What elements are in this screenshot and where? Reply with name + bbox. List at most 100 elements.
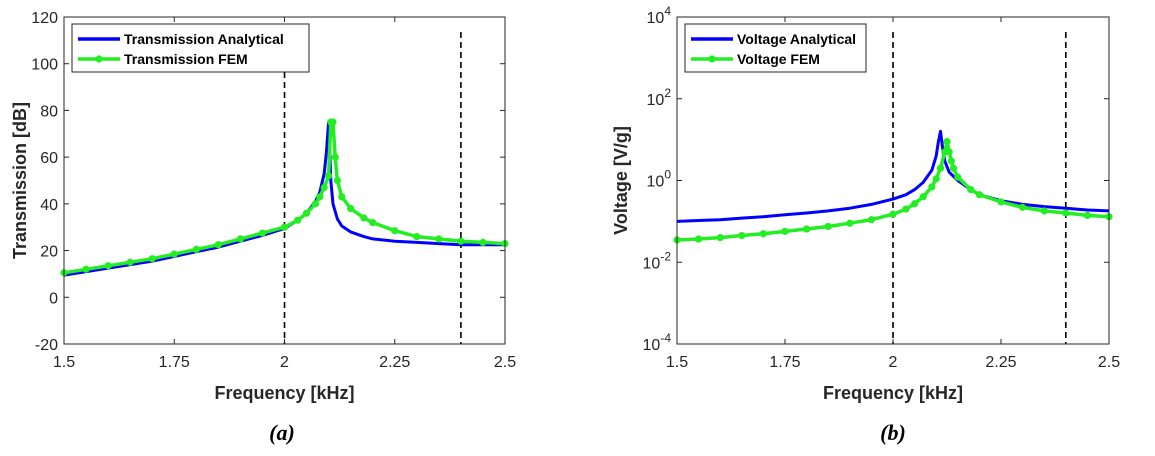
legend-marker xyxy=(95,55,103,63)
y-axis-label: Transmission [dB] xyxy=(10,102,30,259)
data-point xyxy=(919,193,927,201)
y-tick-exponent: 0 xyxy=(664,168,671,182)
data-point xyxy=(329,118,337,126)
y-tick-exponent: 2 xyxy=(664,86,671,100)
data-point xyxy=(803,225,811,233)
data-point xyxy=(902,205,910,213)
data-point xyxy=(294,216,302,224)
data-point xyxy=(479,238,487,246)
data-point xyxy=(936,164,945,172)
data-point xyxy=(331,153,339,161)
data-point xyxy=(311,200,319,208)
y-tick-label: -20 xyxy=(35,337,58,354)
y-tick-label: 60 xyxy=(40,150,58,167)
data-point xyxy=(170,250,178,258)
data-point xyxy=(943,137,951,146)
y-tick-label: 80 xyxy=(40,103,58,120)
y-tick-exponent: -4 xyxy=(660,331,671,345)
data-point xyxy=(126,258,134,266)
y-tick-label: 10-4 xyxy=(643,331,672,354)
data-point xyxy=(104,262,112,270)
panel-a: 1.5 1.75 2 2.25 2.5 -20 0 20 40 60 80 100 120 Frequen… xyxy=(10,10,516,445)
x-tick-label: 2.25 xyxy=(379,354,410,371)
data-point xyxy=(695,235,703,243)
data-point xyxy=(347,204,355,213)
y-tick-label: 104 xyxy=(647,4,672,27)
x-axis-label: Frequency [kHz] xyxy=(823,383,963,403)
data-point xyxy=(846,219,854,227)
data-point xyxy=(325,172,333,180)
data-point xyxy=(824,222,832,231)
data-point xyxy=(759,230,768,238)
data-point xyxy=(192,245,200,254)
legend-label: Voltage FEM xyxy=(737,51,820,67)
data-point xyxy=(214,241,222,249)
panel-caption: (b) xyxy=(880,420,906,445)
y-tick-label: 102 xyxy=(647,86,672,109)
data-point xyxy=(1083,211,1091,220)
panel-b: 1.5 1.75 2 2.25 2.510-410-2100102104Frequenc… xyxy=(611,4,1120,445)
x-tick-label: 1.75 xyxy=(769,354,800,371)
y-tick-label: 100 xyxy=(31,57,58,74)
data-point xyxy=(954,173,962,181)
x-tick-label: 2.5 xyxy=(494,354,516,371)
data-point xyxy=(369,218,377,227)
data-point xyxy=(1019,203,1027,211)
legend-label: Transmission FEM xyxy=(124,51,248,67)
legend: Transmission Analytical Transmission FEM xyxy=(71,23,310,73)
data-point xyxy=(911,200,919,208)
data-point xyxy=(867,216,876,224)
data-point xyxy=(738,231,746,240)
data-point xyxy=(889,210,897,218)
y-tick-base: 10 xyxy=(647,174,665,191)
y-tick-base: 10 xyxy=(647,92,665,109)
y-tick-label: 120 xyxy=(31,10,58,27)
data-point xyxy=(945,148,953,156)
data-point xyxy=(932,175,940,183)
data-point xyxy=(338,193,346,201)
legend-box xyxy=(684,23,867,73)
data-point xyxy=(949,164,958,172)
legend-label: Voltage Analytical xyxy=(737,31,856,47)
legend-marker xyxy=(708,55,716,63)
data-point xyxy=(928,183,936,191)
y-tick-label: 100 xyxy=(647,168,672,191)
x-tick-label: 1.5 xyxy=(53,354,75,371)
y-tick-label: 0 xyxy=(49,290,58,307)
y-tick-exponent: 4 xyxy=(664,4,671,18)
x-tick-label: 1.75 xyxy=(159,354,190,371)
data-point xyxy=(716,234,724,242)
data-point xyxy=(302,209,311,217)
data-point xyxy=(947,157,955,165)
data-point xyxy=(391,227,399,235)
data-point xyxy=(457,237,465,245)
y-tick-base: 10 xyxy=(643,337,661,354)
data-point xyxy=(148,255,156,263)
legend-label: Transmission Analytical xyxy=(124,31,284,47)
data-point xyxy=(967,185,975,194)
legend: Voltage Analytical Voltage FEM xyxy=(684,23,867,73)
y-tick-label: 20 xyxy=(40,244,58,261)
data-point xyxy=(1040,207,1048,215)
data-point xyxy=(258,229,267,237)
data-point xyxy=(435,235,443,243)
x-axis-label: Frequency [kHz] xyxy=(214,383,354,403)
legend-box xyxy=(71,23,310,73)
y-tick-label: 40 xyxy=(40,197,58,214)
y-axis-label: Voltage [V/g] xyxy=(611,126,631,235)
data-point xyxy=(781,227,789,235)
data-point xyxy=(82,265,90,273)
y-tick-label: 10-2 xyxy=(643,249,672,272)
data-point xyxy=(333,176,342,185)
x-tick-label: 2.25 xyxy=(985,354,1016,371)
data-point xyxy=(975,191,984,199)
x-tick-label: 2 xyxy=(280,354,289,371)
y-tick-base: 10 xyxy=(647,10,665,27)
data-point xyxy=(1062,209,1070,217)
panel-caption: (a) xyxy=(269,420,295,445)
y-tick-exponent: -2 xyxy=(660,249,671,263)
x-tick-label: 1.5 xyxy=(666,354,688,371)
data-point xyxy=(997,198,1005,206)
data-point xyxy=(316,193,324,201)
